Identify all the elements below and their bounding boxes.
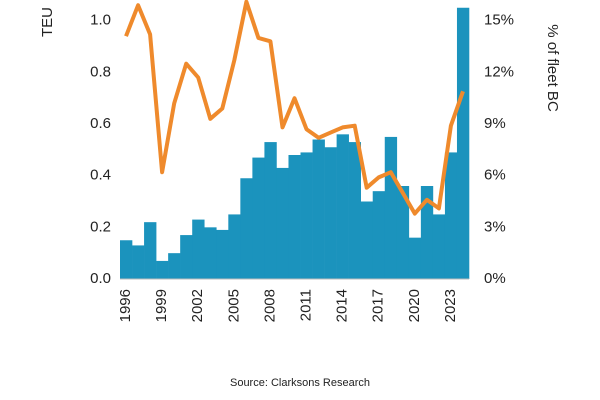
bar — [324, 147, 337, 279]
bar — [384, 136, 398, 279]
bar — [348, 142, 361, 279]
bar — [120, 240, 133, 279]
bar — [216, 229, 229, 279]
bar — [156, 260, 169, 279]
source-note: Source: Clarksons Research — [230, 377, 370, 389]
bar — [300, 152, 313, 279]
y2-tick-label: 15% — [484, 12, 514, 29]
x-tick-label: 2011 — [298, 289, 315, 321]
bar — [252, 157, 265, 279]
y2-tick-label: 3% — [484, 218, 506, 235]
bar — [432, 214, 446, 279]
x-tick-label: 2002 — [189, 289, 206, 322]
bar — [372, 191, 386, 279]
y2-tick-label: 9% — [484, 115, 506, 132]
x-tick-label: 1999 — [153, 289, 170, 322]
bar — [144, 222, 157, 279]
bar — [264, 142, 277, 279]
bar — [228, 214, 241, 279]
x-tick-label: 2005 — [225, 289, 242, 322]
bar — [360, 201, 374, 279]
bar — [420, 186, 434, 279]
x-tick-label: 2008 — [261, 289, 278, 322]
y2-tick-label: 12% — [484, 63, 514, 80]
bar — [276, 167, 289, 279]
y2-tick-label: 6% — [484, 167, 506, 184]
bar — [396, 186, 410, 279]
y-tick-label: 0.4 — [90, 167, 111, 184]
bar — [444, 152, 458, 279]
x-tick-label: 2017 — [370, 289, 387, 322]
y-tick-label: 0.8 — [90, 63, 111, 80]
y-axis-title: TEU — [39, 7, 56, 37]
x-tick-label: 2023 — [442, 289, 459, 322]
y-tick-label: 0.6 — [90, 115, 111, 132]
bar — [192, 219, 205, 279]
x-tick-label: 2020 — [406, 289, 423, 322]
bar — [288, 155, 301, 279]
bar — [336, 134, 349, 279]
x-tick-label: 1996 — [117, 289, 134, 322]
bar — [168, 253, 181, 279]
bar — [204, 227, 217, 279]
y-tick-label: 0.0 — [90, 270, 111, 287]
bar — [312, 139, 325, 279]
y2-axis-title: % of fleet BC — [544, 24, 561, 112]
x-tick-label: 2014 — [334, 289, 351, 322]
bar — [456, 7, 470, 279]
y-tick-label: 1.0 — [90, 12, 111, 29]
bar — [132, 245, 145, 279]
bar — [408, 237, 422, 279]
line — [124, 0, 465, 216]
y2-tick-label: 0% — [484, 270, 506, 287]
bar — [240, 178, 253, 279]
bar — [180, 235, 193, 279]
y-tick-label: 0.2 — [90, 218, 111, 235]
